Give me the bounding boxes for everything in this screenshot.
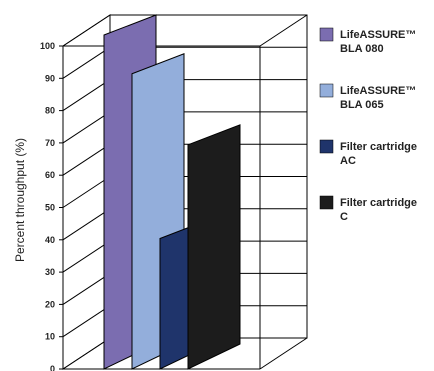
y-tick-label: 30 (45, 267, 55, 277)
y-axis: 0 10 20 30 40 50 60 70 80 90 100 (40, 41, 63, 371)
legend-item: LifeASSURE™ BLA 080 (319, 27, 416, 55)
legend-swatch (319, 83, 334, 98)
y-axis-label: Percent throughput (%) (13, 138, 27, 262)
legend-swatch (319, 139, 334, 154)
legend-swatch (319, 27, 334, 42)
y-tick-label: 20 (45, 299, 55, 309)
legend-item: Filter cartridge AC (319, 139, 417, 167)
y-tick-label: 100 (40, 41, 55, 51)
y-tick-label: 70 (45, 138, 55, 148)
legend-swatch (319, 195, 334, 210)
legend-label: Filter cartridge (340, 197, 417, 209)
legend-label: C (340, 211, 348, 223)
frame-edge (259, 337, 308, 370)
legend-label: BLA 065 (340, 99, 384, 111)
legend-label: AC (340, 155, 356, 167)
y-tick-label: 90 (45, 73, 55, 83)
frame-edge (259, 14, 308, 47)
legend-label: LifeASSURE™ (340, 29, 416, 41)
bar (187, 124, 241, 370)
y-tick-label: 40 (45, 235, 55, 245)
y-tick-label: 80 (45, 106, 55, 116)
y-tick-label: 60 (45, 170, 55, 180)
y-tick-label: 0 (50, 364, 55, 371)
legend-label: BLA 080 (340, 43, 384, 55)
bars (103, 14, 241, 370)
legend-label: Filter cartridge (340, 141, 417, 153)
legend-label: LifeASSURE™ (340, 85, 416, 97)
gridline (62, 14, 307, 47)
y-tick-label: 50 (45, 203, 55, 213)
legend-item: LifeASSURE™ BLA 065 (319, 83, 416, 111)
y-tick-label: 10 (45, 332, 55, 342)
legend-item: Filter cartridge C (319, 195, 417, 223)
legend: LifeASSURE™ BLA 080 LifeASSURE™ BLA 065 Filt… (319, 27, 417, 223)
